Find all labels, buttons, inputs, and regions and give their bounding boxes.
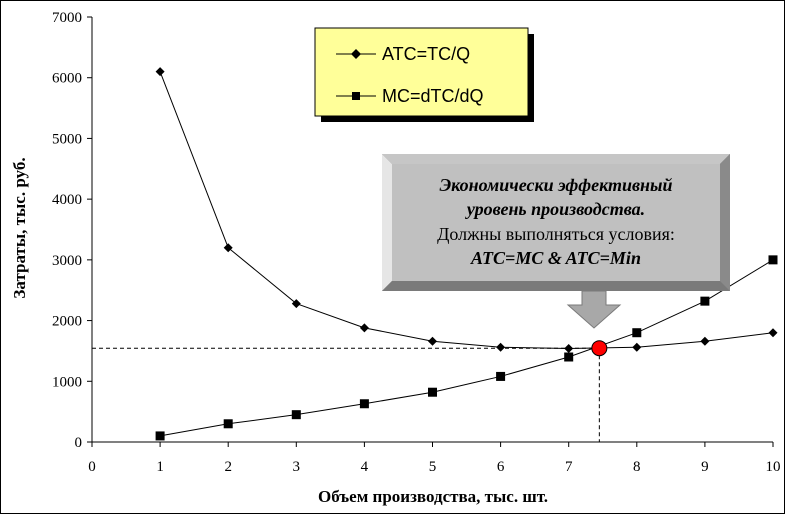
point-mc (768, 255, 778, 265)
legend-marker-atc (351, 49, 361, 59)
series-line-atc (159, 71, 774, 350)
callout-line-4: ATC=MC & ATC=Min (470, 248, 641, 268)
point-atc (564, 344, 574, 353)
point-atc (632, 342, 642, 352)
x-tick-label: 9 (701, 459, 709, 475)
x-tick-label: 2 (224, 459, 232, 475)
legend-marker-mc (352, 92, 360, 100)
callout-bevel-left (382, 154, 392, 291)
legend-label-mc: MC=dTC/dQ (382, 86, 484, 106)
callout-line-2: уровень производства. (465, 199, 645, 219)
y-tick-label: 3000 (52, 253, 82, 269)
point-atc (291, 299, 301, 309)
y-tick-label: 0 (75, 435, 83, 451)
point-mc (428, 387, 437, 397)
x-axis-label: Объем производства, тыс. шт. (318, 487, 548, 506)
point-mc (359, 399, 369, 409)
x-ticks: 0 1 2 3 4 5 6 7 8 9 10 (88, 442, 781, 475)
callout-bevel-right (720, 154, 730, 291)
y-tick-label: 6000 (52, 71, 82, 87)
point-atc (359, 323, 369, 333)
point-atc (700, 336, 710, 346)
y-tick-label: 4000 (52, 192, 82, 208)
x-tick-label: 1 (156, 459, 164, 475)
point-mc (291, 410, 301, 420)
point-atc (768, 328, 778, 338)
legend-label-atc: ATC=TC/Q (382, 44, 470, 64)
x-tick-label: 6 (497, 459, 505, 475)
y-tick-label: 5000 (52, 131, 82, 147)
optimum-point (591, 340, 608, 357)
callout-line-3: Должны выполняться условия: (437, 224, 675, 244)
y-tick-label: 2000 (52, 314, 82, 330)
point-mc (632, 328, 642, 338)
x-tick-label: 5 (429, 459, 437, 475)
x-tick-label: 7 (565, 459, 573, 475)
x-tick-label: 3 (293, 459, 301, 475)
callout-bevel-top (382, 154, 730, 164)
point-atc (428, 336, 437, 346)
point-atc (496, 342, 506, 352)
callout-line-1: Экономически эффективный (439, 175, 672, 195)
x-tick-label: 0 (88, 459, 96, 475)
series (155, 67, 778, 441)
y-tick-label: 1000 (52, 374, 82, 390)
optimum-guides (92, 347, 600, 442)
point-mc (223, 419, 233, 429)
callout: Экономически эффективный уровень произво… (382, 154, 730, 329)
point-mc (496, 371, 506, 381)
y-tick-label: 7000 (52, 10, 82, 26)
point-mc (155, 431, 165, 441)
x-tick-label: 10 (766, 459, 781, 475)
callout-arrow (566, 290, 622, 329)
callout-bevel-bottom (382, 281, 730, 291)
y-axis-label: Затраты, тыс. руб. (10, 157, 29, 298)
series-line-mc (160, 259, 774, 437)
point-atc (155, 67, 165, 77)
point-mc (700, 296, 710, 306)
legend: ATC=TC/Q MC=dTC/dQ (314, 27, 534, 122)
legend-box (314, 27, 529, 117)
point-mc (564, 352, 574, 362)
x-tick-label: 4 (361, 459, 369, 475)
x-tick-label: 8 (633, 459, 641, 475)
point-atc (223, 243, 233, 253)
callout-face (392, 164, 720, 281)
y-ticks: 0 1000 2000 3000 4000 5000 6000 7000 (52, 10, 92, 451)
